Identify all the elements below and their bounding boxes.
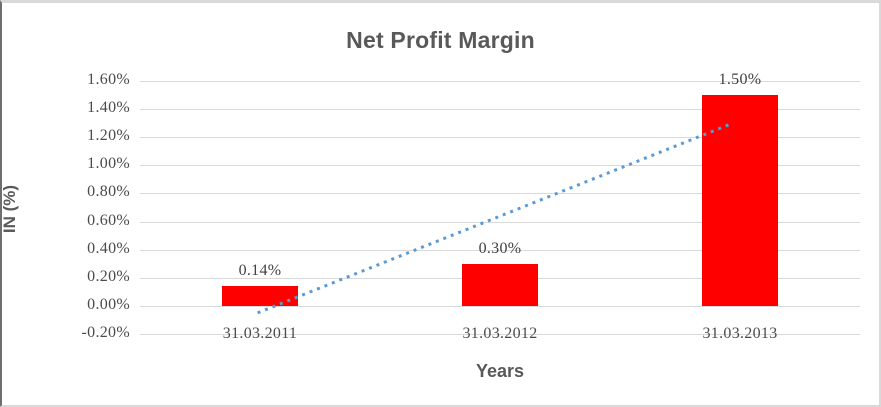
bar bbox=[222, 286, 298, 306]
gridline bbox=[140, 109, 860, 110]
bar bbox=[462, 264, 538, 306]
y-tick-label: 1.20% bbox=[87, 127, 130, 144]
y-tick-label: 0.80% bbox=[87, 183, 130, 200]
gridline bbox=[140, 81, 860, 82]
x-category-label: 31.03.2011 bbox=[222, 325, 298, 342]
x-category-label: 31.03.2013 bbox=[702, 325, 778, 342]
plot-area: 0.14% 0.30% 1.50% bbox=[140, 71, 860, 335]
y-tick-label: 1.40% bbox=[87, 99, 130, 116]
bar-data-label: 1.50% bbox=[718, 71, 762, 88]
chart-title: Net Profit Margin bbox=[346, 27, 535, 53]
gridline bbox=[140, 334, 860, 335]
y-tick-label: -0.20% bbox=[81, 324, 130, 341]
y-tick-label: 0.20% bbox=[87, 268, 130, 285]
y-tick-label: 1.00% bbox=[87, 155, 130, 172]
bar-data-label: 0.14% bbox=[238, 262, 282, 279]
y-tick-label: 0.00% bbox=[87, 296, 130, 313]
y-tick-label: 0.60% bbox=[87, 212, 130, 229]
bar-data-label: 0.30% bbox=[478, 240, 522, 257]
y-tick-label: 0.40% bbox=[87, 240, 130, 257]
x-category-label: 31.03.2012 bbox=[462, 325, 538, 342]
y-tick-label: 1.60% bbox=[87, 71, 130, 88]
bar bbox=[702, 95, 778, 306]
gridline bbox=[140, 306, 860, 307]
x-axis-title: Years bbox=[475, 361, 525, 381]
